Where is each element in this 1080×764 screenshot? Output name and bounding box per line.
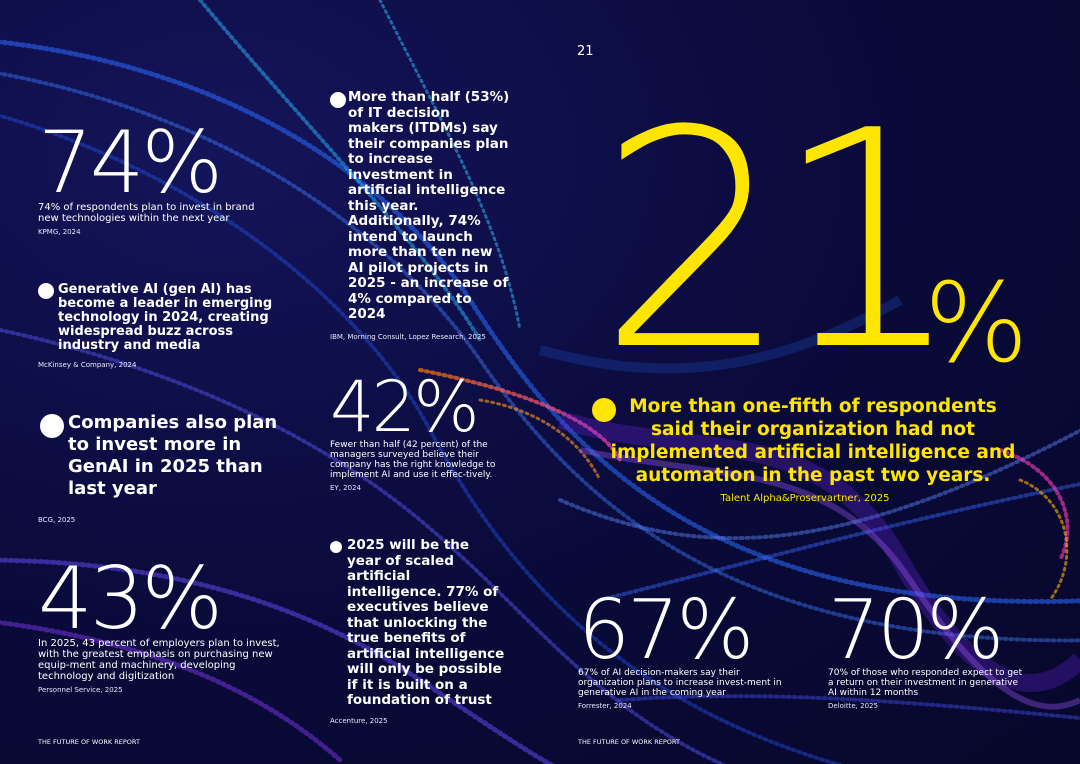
stat-74-source: KPMG, 2024 [38,228,81,236]
bullet-dot-icon [38,283,54,299]
stat-42-desc: Fewer than half (42 percent) of the mana… [330,440,496,480]
stat-43-block: 43% In 2025, 43 percent of employers pla… [38,556,298,694]
bullet-itdm-text: More than half (53%) of IT decision make… [348,89,510,322]
hero-bullet-dot-icon [592,398,616,422]
hero-text: More than one-fifth of respondents said … [610,396,1016,486]
bullet-companies-text: Companies also plan to invest more in Ge… [68,412,278,499]
bullet-dot-icon [330,92,346,108]
bullet-dot-icon [330,541,342,553]
bullet-genai-source: McKinsey & Company, 2024 [38,361,137,369]
stat-67-source: Forrester, 2024 [578,702,632,710]
stat-67-desc: 67% of AI decision-makers say their orga… [578,668,782,698]
bullet-itdm-source: IBM, Morning Consult, Lopez Research, 20… [330,332,486,341]
stat-42-source: EY, 2024 [330,484,361,492]
bullet-genai-text: Generative AI (gen AI) has become a lead… [58,282,273,353]
hero-text-block: More than one-fifth of respondents said … [590,395,1020,504]
stat-70-desc: 70% of those who responded expect to get… [828,668,1023,698]
bullet-2025-source: Accenture, 2025 [330,716,388,725]
stat-67-block: 67% 67% of AI decision-makers say their … [578,583,798,711]
stat-70-value: 70% [828,583,1004,678]
bullet-companies-block: Companies also plan to invest more in Ge… [38,412,298,524]
bullet-dot-icon [40,414,64,438]
bullet-companies-source: BCG, 2025 [38,516,76,524]
bullet-itdm-block: More than half (53%) of IT decision make… [330,89,510,341]
stat-42-block: 42% Fewer than half (42 percent) of the … [330,372,510,492]
stat-74-value: 74% [38,113,223,213]
stat-67-value: 67% [578,583,754,678]
footer-left: THE FUTURE OF WORK REPORT [38,738,140,746]
bullet-2025-block: 2025 will be the year of scaled artifici… [330,537,505,725]
hero-source: Talent Alpha&Proservartner, 2025 [720,493,890,504]
stat-43-source: Personnel Service, 2025 [38,686,123,694]
stat-43-value: 43% [38,549,223,649]
stat-74-desc: 74% of respondents plan to invest in bra… [38,202,255,224]
stat-42-value: 42% [330,366,480,448]
stat-74-block: 74% 74% of respondents plan to invest in… [38,120,288,236]
hero-number: 21 [598,67,964,416]
footer-right: THE FUTURE OF WORK REPORT [578,738,680,746]
bullet-genai-block: Generative AI (gen AI) has become a lead… [38,283,278,369]
stat-43-desc: In 2025, 43 percent of employers plan to… [38,638,280,682]
stat-70-block: 70% 70% of those who responded expect to… [828,583,1048,711]
hero-percent-sign: % [924,259,1029,387]
page-number: 21 [577,44,594,59]
bullet-2025-text: 2025 will be the year of scaled artifici… [347,537,505,708]
stat-70-source: Deloitte, 2025 [828,702,878,710]
